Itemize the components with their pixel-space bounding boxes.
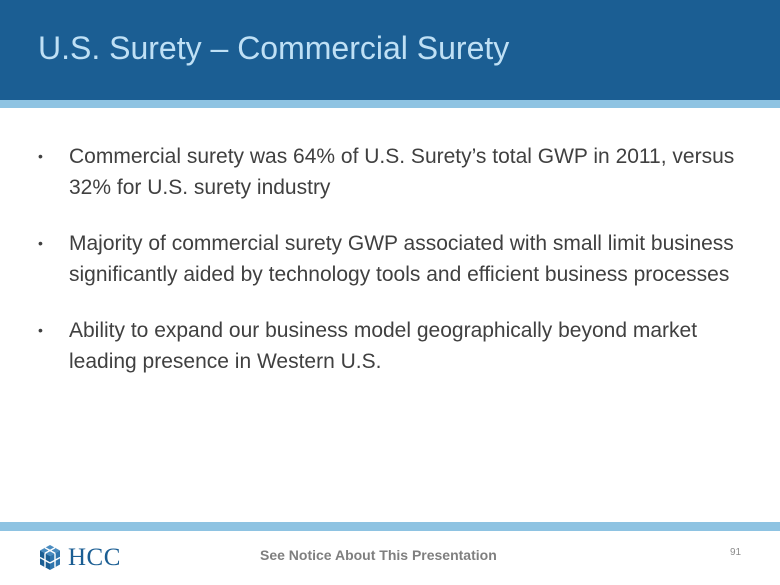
page-number: 91 [730,547,742,558]
title-bar [0,0,780,100]
bullet-marker: • [38,148,43,164]
bullet-text: Majority of commercial surety GWP associ… [69,232,734,286]
bullet-item: • Ability to expand our business model g… [38,315,748,377]
notice-text: See Notice About This Presentation [260,547,497,563]
title-bar-rule [0,100,780,108]
footer-rule [0,522,780,531]
bullet-marker: • [38,235,43,251]
bullet-text: Commercial surety was 64% of U.S. Surety… [69,145,735,199]
bullet-item: • Commercial surety was 64% of U.S. Sure… [38,141,748,203]
bullet-text: Ability to expand our business model geo… [69,319,698,373]
hcc-logo: HCC [38,543,121,573]
footer [0,531,780,585]
bullet-marker: • [38,322,43,338]
bullet-item: • Majority of commercial surety GWP asso… [38,228,748,290]
hcc-cube-icon [38,544,62,572]
slide-title: U.S. Surety – Commercial Surety [38,30,510,66]
bullet-list: • Commercial surety was 64% of U.S. Sure… [38,141,748,402]
logo-text: HCC [68,544,121,571]
